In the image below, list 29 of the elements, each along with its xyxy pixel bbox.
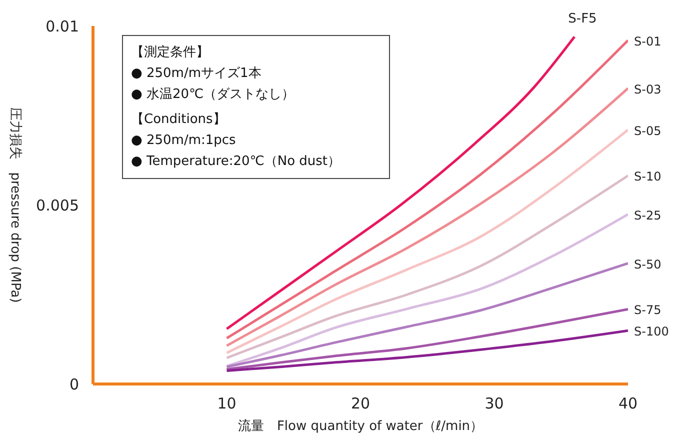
annotation: ● 250m/mサイズ1本 bbox=[131, 65, 262, 83]
x-tick-label: 40 bbox=[618, 394, 638, 413]
y-tick-label: 0.005 bbox=[36, 196, 79, 214]
series-label: S-75 bbox=[634, 303, 662, 318]
annotation: ● Temperature:20℃（No dust） bbox=[131, 153, 342, 171]
line-series bbox=[226, 174, 628, 360]
line-series bbox=[226, 308, 628, 371]
series-label: S-05 bbox=[634, 124, 662, 138]
y-tick-label: 0 bbox=[69, 375, 79, 394]
series-label: S-01 bbox=[634, 34, 662, 48]
x-tick-label: 30 bbox=[484, 394, 504, 413]
line-series bbox=[226, 262, 628, 368]
annotation: 【Conditions】 bbox=[131, 111, 227, 129]
series-label: S-03 bbox=[634, 82, 662, 96]
series-label: S-F5 bbox=[568, 12, 597, 27]
series-label: S-25 bbox=[634, 208, 662, 222]
line-series bbox=[226, 213, 628, 368]
x-tick-label: 20 bbox=[350, 394, 370, 413]
x-tick-label: 10 bbox=[217, 394, 236, 413]
x-axis-title: 流量 Flow quantity of water（ℓ/min） bbox=[238, 418, 484, 434]
y-tick-label: 0.01 bbox=[46, 17, 79, 36]
annotation: 【測定条件】 bbox=[131, 44, 210, 62]
annotation: ● 250m/m:1pcs bbox=[131, 132, 237, 150]
y-axis-title: 圧力損失 pressure drop (MPa) bbox=[7, 107, 22, 303]
annotation: ● 水温20℃（ダストなし） bbox=[131, 86, 296, 104]
series-label: S-100 bbox=[634, 324, 669, 339]
series-label: S-50 bbox=[634, 257, 662, 272]
line-series bbox=[226, 329, 628, 372]
series-label: S-10 bbox=[634, 170, 662, 184]
